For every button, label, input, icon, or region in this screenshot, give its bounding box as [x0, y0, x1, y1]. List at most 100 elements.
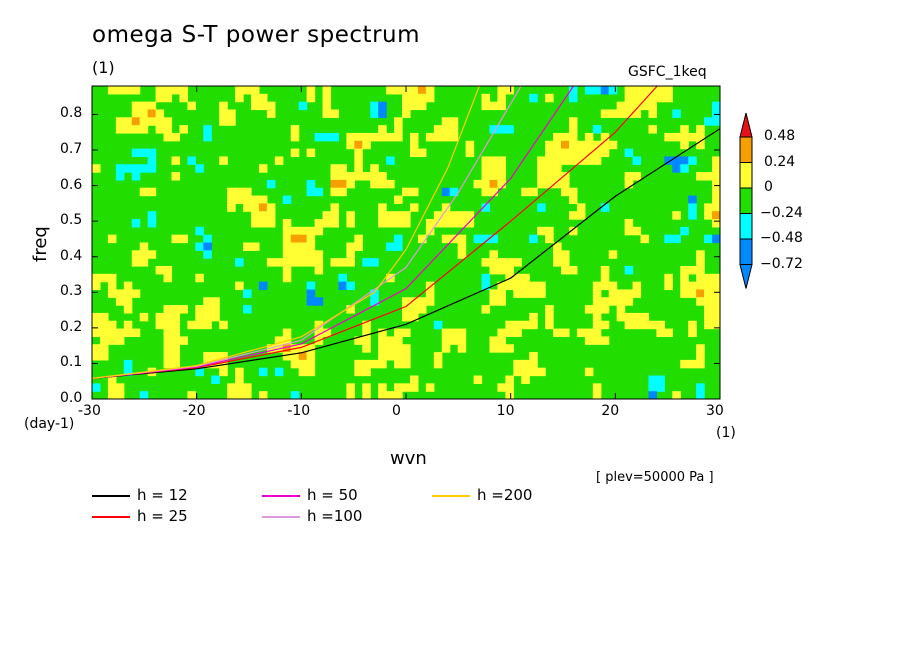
heatmap-cell [712, 234, 720, 244]
heatmap-cell [672, 234, 681, 244]
heatmap-cell [123, 328, 133, 338]
heatmap-cell [688, 132, 697, 142]
heatmap-cell [346, 179, 355, 189]
heatmap-cell [394, 125, 403, 134]
heatmap-cell [330, 211, 340, 220]
heatmap-cell [338, 281, 347, 291]
heatmap-cell [139, 258, 149, 267]
heatmap-cell [648, 320, 658, 330]
heatmap-cell [115, 391, 125, 399]
heatmap-cell [489, 172, 499, 181]
heatmap-cell [600, 148, 610, 158]
heatmap-cell [266, 109, 276, 118]
heatmap-cell [441, 125, 451, 134]
heatmap-cell [99, 273, 109, 283]
heatmap-cell [402, 305, 411, 314]
heatmap-cell [449, 211, 459, 220]
heatmap-cell [99, 328, 109, 338]
heatmap-cell [123, 367, 133, 377]
heatmap-cell [624, 312, 634, 322]
heatmap-cell [664, 273, 673, 283]
heatmap-cell [147, 219, 157, 228]
heatmap-cell [513, 289, 522, 298]
heatmap-cell [258, 367, 268, 377]
heatmap-cell [680, 125, 689, 134]
heatmap-cell [696, 297, 705, 306]
heatmap-cell [441, 336, 451, 345]
heatmap-cell [505, 344, 514, 353]
y-tick-label: 0.8 [60, 105, 83, 122]
heatmap-cell [704, 273, 713, 283]
heatmap-cell [688, 359, 697, 369]
heatmap-cell [322, 86, 332, 95]
heatmap-cell [378, 352, 387, 361]
heatmap-cell [402, 219, 411, 228]
heatmap-cell [688, 203, 697, 212]
heatmap-cell [346, 281, 355, 291]
heatmap-cell [227, 109, 236, 118]
heatmap-cell [433, 132, 443, 142]
heatmap-cell [362, 258, 371, 267]
heatmap-cell [123, 305, 133, 314]
heatmap-cell [624, 148, 634, 158]
heatmap-cell [521, 367, 530, 377]
heatmap-cell [306, 187, 316, 197]
heatmap-cell [489, 289, 499, 298]
heatmap-cell [346, 172, 355, 181]
heatmap-cell [465, 219, 475, 228]
heatmap-cell [394, 391, 403, 399]
legend-label: h = 12 [137, 486, 188, 504]
dispersion-curve [92, 86, 658, 379]
heatmap-cell [258, 391, 268, 399]
heatmap-cell [489, 125, 499, 134]
heatmap-cell [497, 297, 506, 306]
heatmap-cell [298, 101, 308, 111]
heatmap-cell [394, 219, 403, 228]
heatmap-cell [425, 86, 435, 95]
heatmap-cell [378, 328, 387, 338]
heatmap-cell [394, 117, 403, 126]
heatmap-cell [203, 320, 212, 330]
heatmap-cell [441, 187, 451, 197]
heatmap-cell [608, 109, 618, 118]
heatmap-cell [187, 156, 196, 165]
heatmap-cell [656, 86, 665, 95]
heatmap-cell [282, 219, 292, 228]
heatmap-cell [481, 234, 491, 244]
heatmap-cell [568, 211, 578, 220]
heatmap-cell [505, 265, 514, 275]
heatmap-cell [616, 297, 626, 306]
heatmap-cell [441, 211, 451, 220]
heatmap-cell [680, 359, 689, 369]
heatmap-cell [497, 86, 506, 95]
heatmap-cell [696, 250, 705, 259]
heatmap-cell [696, 289, 705, 298]
heatmap-cell [473, 234, 483, 244]
heatmap-cell [123, 297, 133, 306]
heatmap-cell [513, 320, 522, 330]
heatmap-cell [402, 297, 411, 306]
heatmap-cell [179, 93, 188, 103]
heatmap-cell [306, 86, 316, 95]
heatmap-cell [457, 234, 467, 244]
heatmap-cell [282, 242, 292, 251]
heatmap-cell [680, 289, 689, 298]
heatmap-cell [640, 234, 650, 244]
heatmap-cell [115, 164, 125, 173]
heatmap-cell [632, 289, 642, 298]
heatmap-cell [107, 320, 117, 330]
heatmap-cell [298, 352, 308, 361]
heatmap-cell [235, 375, 244, 384]
heatmap-cell [131, 101, 141, 111]
heatmap-cell [712, 101, 720, 111]
heatmap-cell [402, 109, 411, 118]
heatmap-cell [171, 312, 181, 322]
heatmap-cell [417, 101, 427, 111]
heatmap-cell [417, 234, 427, 244]
heatmap-cell [409, 297, 419, 306]
heatmap-cell [497, 164, 506, 173]
heatmap-cell [489, 265, 499, 275]
heatmap-cell [346, 258, 355, 267]
model-name: GSFC_1keq [628, 64, 707, 80]
heatmap-cell [648, 375, 658, 384]
